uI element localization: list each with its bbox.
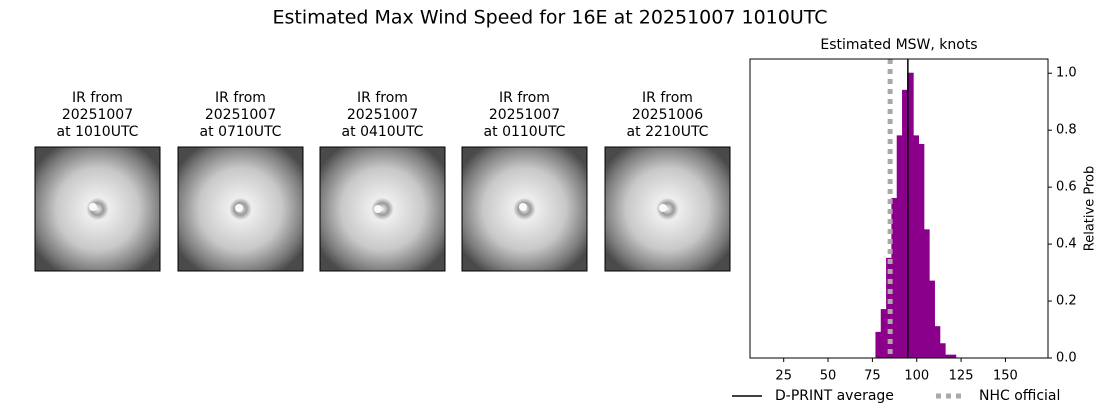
x-tick-label: 25 — [775, 369, 792, 384]
x-tick-label: 100 — [904, 369, 929, 384]
x-tick-label: 125 — [949, 369, 974, 384]
histogram-bar — [875, 331, 882, 359]
histogram-bar — [939, 343, 946, 359]
chart-title: Estimated MSW, knots — [820, 37, 977, 53]
y-tick-label: 0.6 — [1056, 180, 1077, 195]
histogram-bar — [923, 229, 930, 359]
image-caption: IR from — [499, 90, 550, 106]
legend-label: NHC official — [979, 388, 1060, 404]
y-tick-label: 0.8 — [1056, 123, 1077, 138]
image-caption: at 0710UTC — [200, 124, 282, 140]
y-tick-label: 0.2 — [1056, 294, 1077, 309]
ir-image — [604, 146, 731, 272]
figure-title: Estimated Max Wind Speed for 16E at 2025… — [272, 7, 827, 29]
image-caption: IR from — [215, 90, 266, 106]
image-caption: 20251007 — [62, 107, 133, 123]
image-caption: 20251007 — [347, 107, 418, 123]
image-caption: IR from — [357, 90, 408, 106]
x-tick-label: 150 — [993, 369, 1018, 384]
storm-eye — [89, 203, 97, 211]
image-caption: at 0110UTC — [484, 124, 566, 140]
x-tick-label: 50 — [820, 369, 837, 384]
histogram-bar — [902, 89, 909, 359]
y-tick-label: 0.4 — [1056, 237, 1077, 252]
histogram-bar — [933, 326, 941, 359]
image-caption: IR from — [642, 90, 693, 106]
image-caption: at 0410UTC — [342, 124, 424, 140]
histogram-bar — [907, 72, 914, 359]
image-caption: at 1010UTC — [57, 124, 139, 140]
plot-frame — [749, 58, 1049, 359]
y-tick-label: 0.0 — [1056, 351, 1077, 366]
histogram-bar — [880, 309, 888, 359]
histogram-bar — [912, 135, 920, 359]
image-caption: 20251007 — [205, 107, 276, 123]
histogram-bar — [918, 143, 925, 359]
storm-eye — [374, 205, 382, 213]
histogram-bar — [891, 198, 898, 359]
x-tick-label: 75 — [864, 369, 881, 384]
image-caption: IR from — [72, 90, 123, 106]
storm-eye — [519, 203, 527, 211]
histogram-bar — [928, 280, 935, 359]
histogram-bar — [896, 135, 904, 359]
image-caption: 20251006 — [632, 107, 703, 123]
image-caption: 20251007 — [489, 107, 560, 123]
ir-image — [34, 146, 161, 272]
legend-label: D-PRINT average — [775, 388, 894, 404]
ir-image — [319, 146, 446, 272]
image-caption: at 2210UTC — [627, 124, 709, 140]
y-axis-label: Relative Prob — [1083, 166, 1098, 251]
storm-eye — [659, 204, 667, 212]
storm-eye — [235, 204, 243, 212]
y-tick-label: 1.0 — [1056, 66, 1077, 81]
